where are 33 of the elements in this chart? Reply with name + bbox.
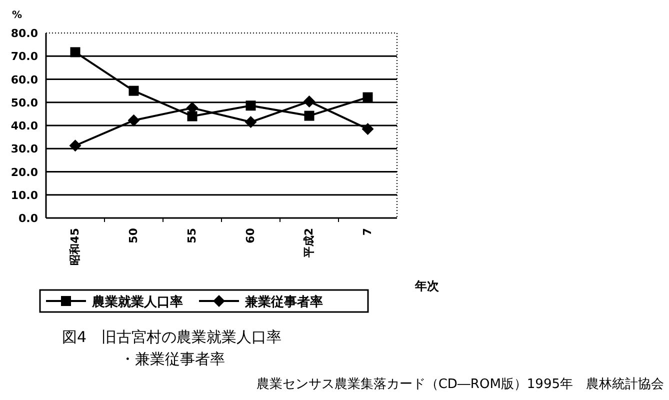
point [362,92,373,102]
legend-label: 農業就業人口率 [91,294,183,310]
x-tick-label: 7 [360,228,374,236]
point [362,122,374,135]
point [128,86,139,96]
legend-label: 兼業従事者率 [244,294,323,310]
y-tick-label: 60.0 [10,73,38,86]
y-tick-label: 30.0 [10,142,38,156]
y-tick-label: 70.0 [10,50,38,64]
y-tick-label: 10.0 [10,188,38,202]
point [70,47,80,58]
text: 農業センサス農業集落カード（CD―ROM版）1995年 農林統計協会 [256,377,664,392]
point [303,95,316,108]
x-tick-label: 昭和45 [68,228,82,266]
x-axis-title: 年次 [414,279,440,293]
text: ・兼業従事者率 [120,350,225,368]
x-tick-label: 平成2 [302,228,316,259]
x-tick-label: 55 [185,228,198,244]
point [187,111,198,122]
point [128,114,140,126]
point [244,116,257,128]
point [69,140,82,152]
y-tick-label: 0.0 [18,212,38,225]
x-tick-label: 50 [126,228,140,244]
y-tick-label: 40.0 [10,120,38,132]
y-tick-label: 50.0 [10,96,38,110]
x-tick-label: 60 [244,228,257,244]
point [304,110,314,121]
y-axis-title: % [12,10,22,21]
point [246,100,256,111]
y-tick-label: 80.0 [10,27,38,40]
y-tick-label: 20.0 [10,166,38,179]
text: 図4 旧古宮村の農業就業人口率 [62,328,282,346]
